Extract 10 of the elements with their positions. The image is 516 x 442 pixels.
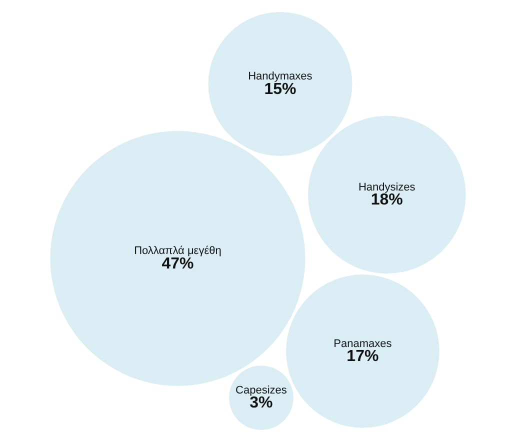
data-label: 3% — [250, 394, 273, 412]
data-label: 17% — [346, 348, 379, 366]
category-label: Capesizes — [236, 384, 288, 396]
category-label: Handymaxes — [248, 70, 313, 83]
data-label: 18% — [370, 192, 403, 209]
category-label: Handysizes — [358, 181, 416, 194]
category-label: Panamaxes — [334, 338, 392, 350]
data-label: 47% — [162, 255, 194, 272]
data-label: 15% — [264, 80, 296, 98]
category-label: Πολλαπλά μεγέθη — [134, 245, 222, 258]
